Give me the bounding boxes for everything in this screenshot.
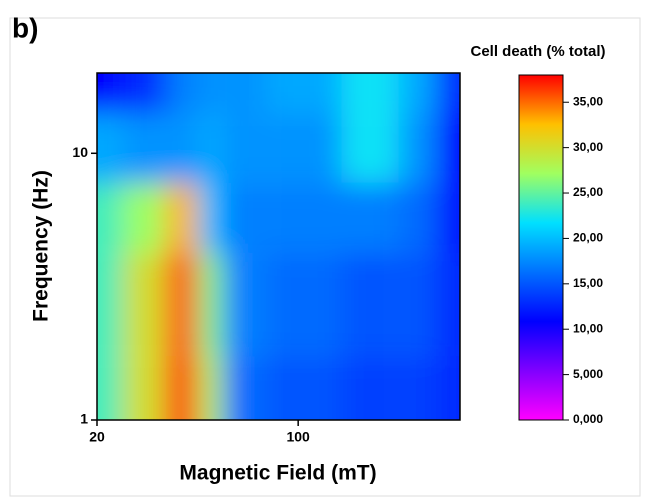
contour-cell: [197, 252, 223, 357]
y-tick-label: 10: [72, 144, 88, 160]
contour-cell: [341, 113, 399, 183]
x-tick-label: 20: [89, 429, 105, 445]
contour-cell: [222, 73, 267, 114]
colorbar-tick-label: 10,00: [573, 321, 603, 335]
contour-cell: [197, 356, 223, 420]
contour-cell: [341, 252, 399, 357]
contour-cell: [122, 73, 166, 114]
colorbar-tick-label: 30,00: [573, 140, 603, 154]
y-tick-label: 1: [80, 411, 88, 427]
contour-cell: [122, 356, 166, 420]
contour-cell: [197, 113, 223, 183]
contour-cell: [222, 252, 267, 357]
contour-cell: [222, 113, 267, 183]
colorbar-tick-label: 35,00: [573, 94, 603, 108]
contour-cell: [398, 73, 437, 114]
panel-frame: [9, 17, 641, 497]
contour-cell: [222, 182, 267, 253]
colorbar-title: Cell death (% total): [470, 43, 605, 60]
contour-cell: [122, 113, 166, 183]
contour-cell: [436, 356, 460, 420]
contour-cell: [398, 113, 437, 183]
contour-cell: [165, 182, 198, 253]
contour-cell: [398, 356, 437, 420]
contour-cell: [165, 113, 198, 183]
panel-label: b): [12, 12, 38, 43]
contour-cell: [266, 113, 342, 183]
contour-cell: [436, 252, 460, 357]
contour-cell: [165, 73, 198, 114]
plot-area: [97, 73, 460, 420]
colorbar-tick-label: 25,00: [573, 185, 603, 199]
colorbar-tick-label: 20,00: [573, 231, 603, 245]
contour-cell: [97, 113, 123, 183]
x-axis-label: Magnetic Field (mT): [179, 462, 376, 485]
contour-cell: [197, 73, 223, 114]
contour-cell: [266, 182, 342, 253]
contour-cell: [398, 252, 437, 357]
contour-cell: [266, 252, 342, 357]
colorbar-tick-label: 5,000: [573, 367, 603, 381]
contour-cell: [398, 182, 437, 253]
contour-cell: [436, 182, 460, 253]
contour-cell: [266, 73, 342, 114]
contour-cell: [165, 356, 198, 420]
contour-field: [97, 73, 460, 420]
colorbar-tick-label: 15,00: [573, 276, 603, 290]
contour-cell: [341, 182, 399, 253]
contour-cell: [165, 252, 198, 357]
contour-cell: [122, 182, 166, 253]
contour-cell: [97, 356, 123, 420]
contour-cell: [197, 182, 223, 253]
y-axis-label: Frequency (Hz): [30, 170, 53, 322]
x-tick-label: 100: [286, 429, 310, 445]
contour-cell: [436, 73, 460, 114]
colorbar: [518, 74, 564, 421]
contour-cell: [122, 252, 166, 357]
contour-cell: [436, 113, 460, 183]
contour-cell: [97, 252, 123, 357]
plot-frame: [96, 72, 461, 421]
contour-cell: [222, 356, 267, 420]
contour-cell: [97, 182, 123, 253]
colorbar-tick-label: 0,000: [573, 412, 603, 426]
contour-cell: [341, 73, 399, 114]
contour-cell: [266, 356, 342, 420]
contour-cell: [341, 356, 399, 420]
contour-cell: [97, 73, 123, 114]
